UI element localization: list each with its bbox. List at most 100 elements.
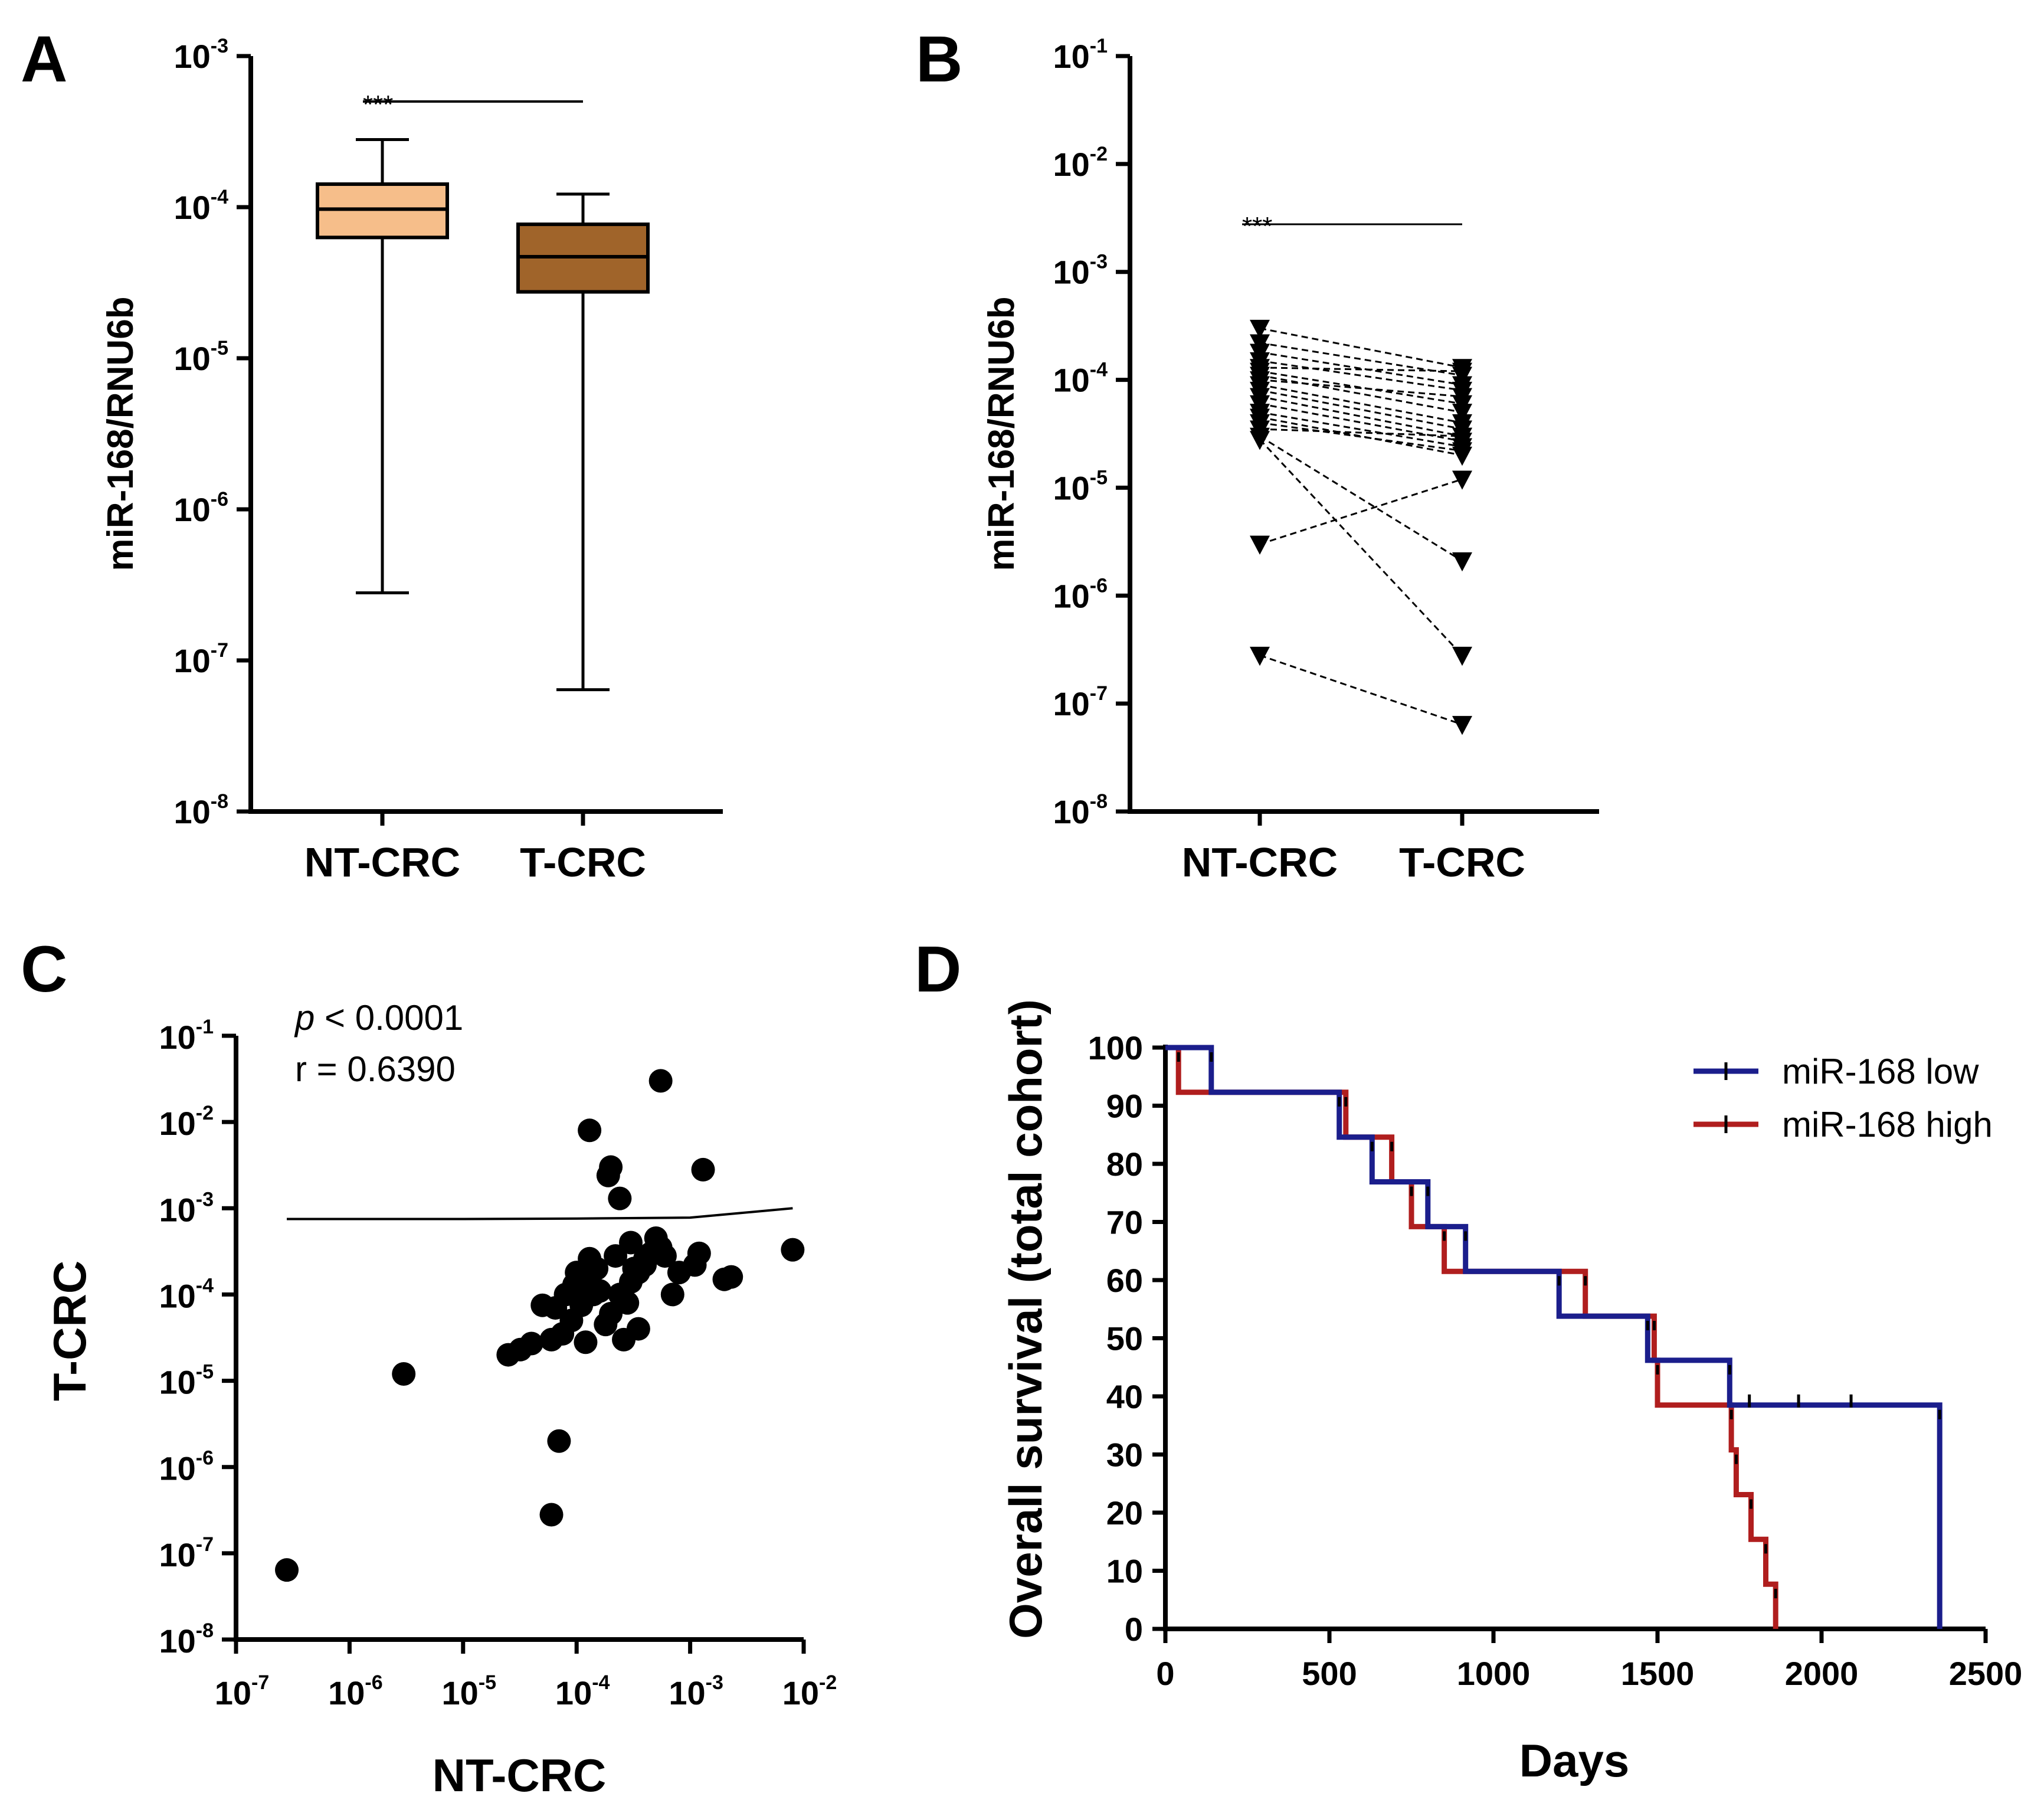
- scatter-point: [530, 1293, 555, 1317]
- panel-a-y-tick-label-base: 10: [173, 491, 210, 528]
- panel-a-y-tick-label-base: 10: [173, 642, 210, 679]
- panel-a-y-tick-label: 10-6: [173, 488, 228, 528]
- panel-b-y-tick-label-exp: -7: [1090, 682, 1108, 705]
- panel-c-p-value: p < 0.0001: [294, 998, 463, 1038]
- panel-d-y-tick-label: 30: [1106, 1436, 1143, 1474]
- panel-a-y-tick-label: 10-8: [173, 790, 228, 830]
- panel-c-y-tick-label: 10-1: [159, 1016, 214, 1056]
- panel-d-y-tick-label: 100: [1088, 1029, 1143, 1066]
- panel-c-y-tick-label-base: 10: [159, 1450, 195, 1487]
- panel-a-y-tick-label: 10-5: [173, 337, 228, 377]
- panel-b-y-tick-label-exp: -8: [1090, 790, 1108, 813]
- panel-label-a: A: [21, 23, 67, 96]
- paired-line: [1259, 421, 1463, 452]
- panel-b-y-tick-label-exp: -6: [1090, 574, 1108, 597]
- panel-a-y-tick-label-exp: -8: [211, 790, 228, 813]
- paired-line: [1259, 389, 1463, 430]
- panel-d-y-tick-label: 0: [1125, 1611, 1143, 1648]
- panel-c-y-tick-label: 10-2: [159, 1102, 214, 1142]
- panel-c-y-tick-label: 10-8: [159, 1619, 214, 1660]
- box-t-crc: [516, 192, 650, 692]
- scatter-point: [392, 1362, 416, 1386]
- panel-a-y-tick-label: 10-3: [173, 35, 228, 75]
- panel-b-y-axis-label: miR-168/RNU6b: [981, 296, 1022, 571]
- panel-b-y-tick-label-base: 10: [1053, 793, 1089, 830]
- panel-a-y-ticks: 10-310-410-510-610-710-8: [173, 35, 251, 830]
- panel-c-x-tick-label-exp: -7: [251, 1671, 269, 1694]
- panel-label-c: C: [21, 933, 67, 1006]
- panel-a: A miR-168/RNU6b 10-310-410-510-610-710-8…: [21, 23, 723, 885]
- panel-d-y-tick-label: 70: [1106, 1204, 1143, 1241]
- panel-a-y-tick-label-exp: -4: [211, 186, 228, 208]
- paired-line: [1259, 428, 1463, 437]
- panel-c-y-ticks: 10-110-210-310-410-510-610-710-8: [159, 1016, 236, 1660]
- scatter-point: [691, 1157, 715, 1182]
- panel-c-y-tick-label-base: 10: [159, 1191, 195, 1228]
- scatter-point: [539, 1503, 564, 1527]
- panel-d-x-tick-label: 2500: [1949, 1655, 2023, 1692]
- panel-c-x-tick-label-exp: -2: [819, 1671, 837, 1694]
- panel-c-x-tick-label-base: 10: [328, 1674, 365, 1712]
- panel-c-x-tick-label-base: 10: [215, 1674, 251, 1712]
- panel-c-p-text: < 0.0001: [315, 998, 463, 1038]
- scatter-point: [594, 1313, 618, 1337]
- panel-d-x-axis-label: Days: [1519, 1735, 1629, 1786]
- panel-b-x-tick-t-crc: T-CRC: [1399, 839, 1525, 885]
- panel-b-y-tick-label-base: 10: [1053, 577, 1089, 614]
- paired-line: [1259, 384, 1463, 424]
- panel-c-x-ticks: 10-7 10-6 10-5 10-4 10-3 10-2: [215, 1640, 837, 1712]
- panel-c-y-tick-label-base: 10: [159, 1277, 195, 1314]
- panel-d: D Overall survival (total cohort) Days 0…: [915, 933, 2022, 1786]
- panel-d-y-tick-label: 90: [1106, 1088, 1143, 1125]
- panel-d-y-tick-label: 60: [1106, 1262, 1143, 1299]
- panel-a-x-tick-nt-crc: NT-CRC: [304, 839, 460, 885]
- panel-b-y-tick-label: 10-2: [1053, 143, 1108, 183]
- paired-line: [1259, 370, 1463, 405]
- panel-c-y-axis-label: T-CRC: [44, 1261, 96, 1401]
- panel-c-x-tick-label-base: 10: [555, 1674, 592, 1712]
- panel-b-y-tick-label-base: 10: [1053, 685, 1089, 722]
- panel-a-y-tick-label: 10-7: [173, 639, 228, 679]
- panel-b-paired-lines: [1250, 319, 1472, 735]
- legend-label-miR-168-low: miR-168 low: [1782, 1052, 1979, 1091]
- nt-crc-point: [1250, 646, 1270, 666]
- panel-b-y-tick-label-base: 10: [1053, 362, 1089, 399]
- scatter-point: [667, 1261, 691, 1285]
- panel-c-y-tick-label: 10-7: [159, 1533, 214, 1573]
- scatter-point: [539, 1327, 564, 1352]
- scatter-point: [574, 1330, 598, 1354]
- panel-d-y-tick-label: 10: [1106, 1553, 1143, 1590]
- paired-line: [1259, 439, 1463, 656]
- panel-c-x-tick-label: 10-7: [215, 1671, 270, 1712]
- paired-line: [1259, 416, 1463, 456]
- panel-c-y-tick-label-base: 10: [159, 1105, 195, 1142]
- panel-b-y-tick-label-base: 10: [1053, 469, 1089, 506]
- panel-c-x-tick-label-exp: -3: [706, 1671, 723, 1694]
- scatter-point: [578, 1118, 602, 1143]
- panel-c-y-tick-label-exp: -2: [196, 1102, 214, 1124]
- panel-a-axes: [248, 56, 723, 826]
- panel-c: C T-CRC NT-CRC 10-110-210-310-410-510-61…: [21, 933, 837, 1801]
- t-crc-point: [1452, 427, 1472, 447]
- panel-c-x-tick-label-base: 10: [669, 1674, 705, 1712]
- panel-c-y-tick-label-exp: -3: [196, 1188, 214, 1210]
- panel-d-y-tick-label: 40: [1106, 1378, 1143, 1415]
- scatter-point: [781, 1238, 805, 1262]
- panel-a-y-tick-label-base: 10: [173, 189, 210, 226]
- paired-line: [1259, 367, 1463, 372]
- panel-label-d: D: [915, 933, 961, 1006]
- panel-b-y-tick-label: 10-5: [1053, 466, 1108, 506]
- panel-c-x-tick-label: 10-3: [669, 1671, 723, 1712]
- panel-c-y-tick-label: 10-6: [159, 1447, 214, 1487]
- scatter-point: [648, 1069, 673, 1093]
- panel-b-y-tick-label-exp: -2: [1090, 143, 1108, 165]
- panel-c-y-tick-label: 10-4: [159, 1274, 214, 1314]
- panel-c-y-tick-label-exp: -7: [196, 1533, 214, 1556]
- nt-crc-point: [1250, 319, 1270, 339]
- panel-c-fit-line: [287, 1207, 793, 1220]
- panel-a-y-tick-label-exp: -6: [211, 488, 228, 511]
- t-crc-point: [1452, 552, 1472, 572]
- panel-b-x-tick-nt-crc: NT-CRC: [1182, 839, 1338, 885]
- scatter-point: [622, 1256, 646, 1281]
